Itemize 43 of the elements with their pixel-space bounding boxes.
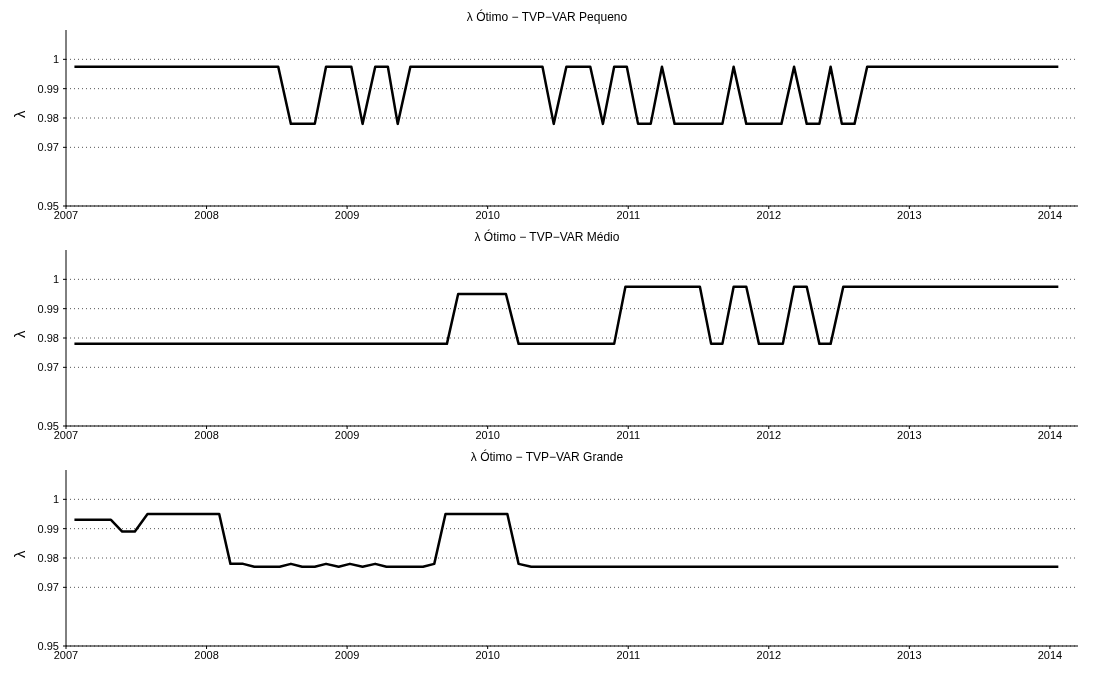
y-tick-label: 0.95 (37, 199, 59, 212)
chart-title: λ Ótimo − TVP−VAR Pequeno (465, 8, 629, 26)
chart-title: λ Ótimo − TVP−VAR Grande (469, 448, 625, 466)
x-tick-label: 2011 (616, 208, 641, 221)
y-tick-label: 0.97 (37, 581, 59, 594)
y-tick-label: 1 (52, 493, 59, 506)
x-tick-label: 2014 (1037, 648, 1063, 661)
y-tick-label: 0.97 (37, 361, 59, 374)
x-tick-label: 2009 (334, 208, 360, 221)
y-tick-label: 0.98 (37, 111, 59, 124)
x-tick-label: 2011 (616, 428, 641, 441)
x-tick-label: 2009 (334, 648, 360, 661)
y-tick-label: 0.95 (37, 419, 59, 432)
x-tick-label: 2008 (194, 648, 219, 661)
y-tick-label: 0.98 (37, 331, 59, 344)
y-axis-title: λ (11, 550, 29, 558)
x-tick-label: 2010 (475, 428, 500, 441)
x-tick-label: 2009 (334, 428, 360, 441)
y-tick-label: 0.97 (37, 141, 59, 154)
y-tick-label: 0.99 (37, 82, 59, 95)
x-tick-label: 2012 (756, 208, 782, 221)
x-tick-label: 2014 (1037, 208, 1063, 221)
x-tick-label: 2008 (194, 428, 219, 441)
x-tick-label: 2013 (897, 208, 922, 221)
x-tick-label: 2013 (897, 648, 922, 661)
y-tick-label: 1 (52, 53, 59, 66)
x-tick-label: 2014 (1037, 428, 1063, 441)
x-tick-label: 2013 (897, 428, 922, 441)
x-tick-label: 2010 (475, 208, 500, 221)
y-tick-label: 0.99 (37, 522, 59, 535)
y-axis-title: λ (11, 110, 29, 118)
chart-title: λ Ótimo − TVP−VAR Médio (473, 228, 621, 246)
x-tick-label: 2008 (194, 208, 219, 221)
line-series (73, 512, 1060, 569)
x-tick-label: 2011 (616, 648, 641, 661)
y-axis-title: λ (11, 330, 29, 338)
y-tick-label: 0.95 (37, 639, 59, 652)
y-tick-label: 1 (52, 273, 59, 286)
y-tick-label: 0.98 (37, 551, 59, 564)
x-tick-label: 2012 (756, 428, 782, 441)
y-tick-label: 0.99 (37, 302, 59, 315)
x-tick-label: 2010 (475, 648, 500, 661)
x-tick-label: 2012 (756, 648, 782, 661)
